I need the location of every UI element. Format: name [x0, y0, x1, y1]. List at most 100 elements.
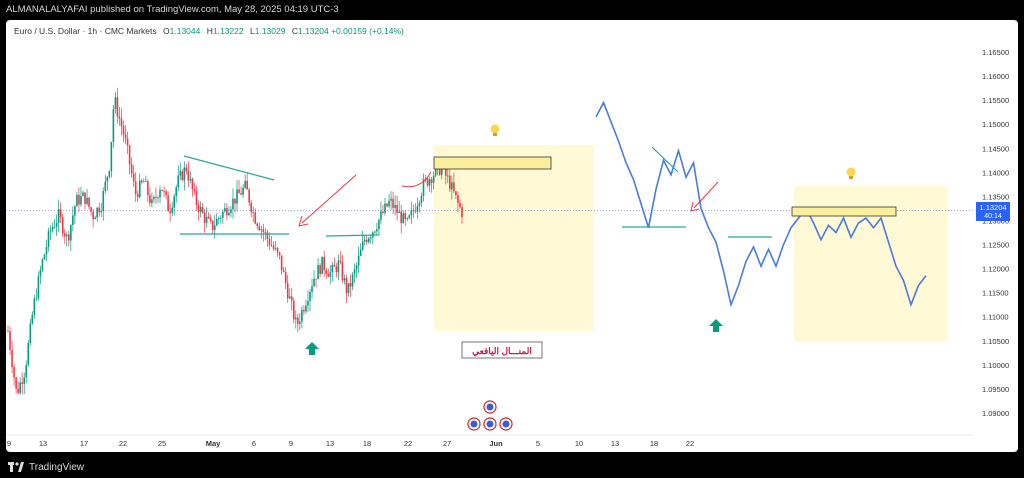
x-tick-label: May: [206, 439, 221, 448]
candle-body: [163, 190, 165, 192]
candle-body: [74, 206, 76, 216]
candle-body: [297, 317, 299, 324]
y-tick-label: 1.12000: [982, 265, 1009, 274]
candle-body: [70, 225, 72, 241]
candle-body: [153, 197, 155, 200]
x-tick-label: Jun: [489, 439, 503, 448]
candle-body: [165, 191, 167, 196]
candle-body: [211, 220, 214, 230]
candle-body: [256, 223, 259, 227]
y-tick-label: 1.11000: [982, 313, 1009, 322]
candlestick-series: [7, 87, 463, 395]
candle-body: [422, 179, 425, 196]
candle-body: [434, 166, 437, 176]
candle-body: [183, 167, 186, 181]
candle-body: [461, 206, 463, 218]
price-tag-value: 1.13204: [979, 203, 1006, 212]
candle-body: [78, 194, 80, 205]
candle-body: [246, 180, 248, 190]
x-tick-label: 22: [404, 439, 412, 448]
descending-trendline: [183, 155, 275, 181]
x-tick-label: 22: [119, 439, 127, 448]
low-value: 1.13029: [254, 26, 286, 36]
candle-body: [428, 179, 431, 186]
candle-body: [240, 193, 242, 195]
x-tick-label: 6: [252, 439, 256, 448]
y-tick-label: 1.15500: [982, 96, 1009, 105]
candle-body: [311, 286, 313, 292]
candle-body: [260, 229, 263, 231]
lightbulb-icon: [490, 124, 500, 136]
candle-body: [254, 212, 257, 224]
candle-body: [449, 175, 451, 190]
candle-body: [106, 176, 109, 182]
y-tick-label: 1.12500: [982, 241, 1009, 250]
x-tick-label: 13: [611, 439, 619, 448]
resistance-box-right: [791, 206, 897, 217]
close-value: 1.13204: [297, 26, 329, 36]
candle-body: [72, 215, 74, 226]
candle-body: [61, 217, 64, 234]
candle-body: [305, 305, 307, 312]
candle-body: [258, 226, 261, 231]
candle-body: [161, 189, 163, 191]
chart-canvas[interactable]: المنـــال اليافعي 1.165001.160001.155001…: [6, 20, 1018, 452]
candle-body: [199, 206, 202, 212]
candle-body: [420, 195, 423, 203]
high-label: H: [206, 26, 213, 36]
candle-body: [17, 388, 19, 393]
candle-body: [124, 134, 127, 139]
candle-body: [13, 367, 15, 378]
candle-body: [43, 254, 46, 260]
candle-body: [122, 126, 125, 135]
candle-body: [25, 364, 28, 378]
candle-body: [347, 283, 350, 293]
candle-body: [222, 211, 224, 218]
candle-body: [250, 202, 253, 213]
chart-panel[interactable]: المنـــال اليافعي 1.16500 1.16000 1.15500 1…: [6, 20, 1018, 452]
x-tick-label: 9: [289, 439, 293, 448]
x-tick-label: 13: [39, 439, 47, 448]
candle-body: [353, 269, 356, 275]
candle-body: [451, 182, 453, 190]
candle-body: [268, 238, 271, 246]
candle-body: [272, 245, 275, 249]
candle-body: [363, 239, 366, 242]
candle-body: [33, 298, 36, 315]
candle-body: [295, 317, 297, 320]
footer-brand: TradingView: [29, 461, 85, 473]
candle-body: [416, 206, 419, 212]
candle-body: [138, 180, 141, 198]
candle-body: [288, 296, 291, 299]
candle-body: [325, 270, 328, 275]
candle-body: [400, 211, 402, 224]
candle-body: [35, 298, 38, 300]
candle-body: [112, 109, 115, 143]
projection-trendline: [651, 146, 679, 173]
candle-body: [331, 264, 334, 273]
candle-body: [136, 194, 139, 198]
candle-body: [51, 227, 54, 230]
candle-body: [173, 196, 175, 208]
candle-body: [406, 218, 409, 220]
economic-events-icons[interactable]: [467, 400, 513, 431]
curve-marker: [401, 171, 432, 188]
candle-body: [187, 171, 190, 181]
green-up-arrow-left: [305, 342, 319, 355]
candle-body: [108, 171, 111, 177]
candle-body: [157, 197, 159, 199]
price-axis[interactable]: 1.16500 1.16000 1.15500 1.15000 1.14500 1.140…: [982, 48, 1009, 418]
time-axis[interactable]: 9 13 17 22 25 May 6 9 13 18 22 27 Jun 5 10 13 18 22: [7, 439, 694, 448]
candle-body: [21, 382, 23, 385]
candle-body: [319, 265, 321, 274]
candle-body: [351, 274, 354, 287]
candle-body: [88, 197, 90, 208]
candle-body: [191, 178, 194, 190]
candle-body: [266, 232, 269, 239]
candle-body: [386, 203, 388, 207]
candle-body: [134, 181, 137, 195]
red-arrow-right: [693, 181, 719, 209]
candle-body: [29, 323, 32, 343]
candle-body: [270, 245, 273, 247]
candle-body: [11, 349, 13, 368]
